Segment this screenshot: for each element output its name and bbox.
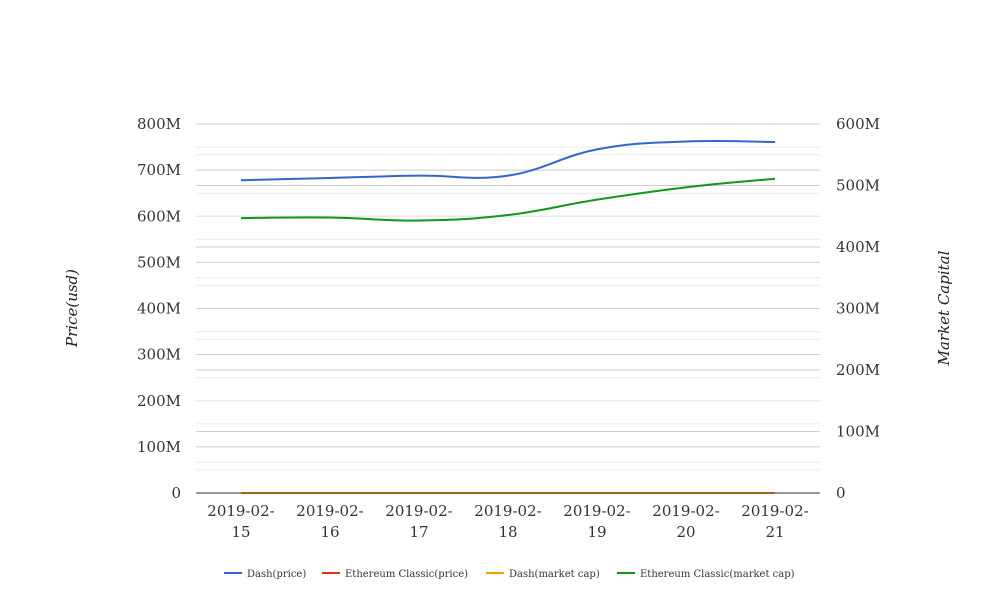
legend-item-ethereum-classic-price[interactable]: Ethereum Classic(price)	[322, 569, 468, 580]
legend-label: Dash(market cap)	[509, 569, 600, 580]
series-line-ethereum-classic-market-cap	[240, 177, 776, 222]
left-y-tick-label: 500M	[137, 253, 181, 271]
x-tick-label: 2019-02-19	[563, 502, 630, 541]
legend-item-dash-market-cap[interactable]: Dash(market cap)	[486, 569, 600, 580]
x-tick-label: 2019-02-21	[741, 502, 808, 541]
left-axis-title: Price(usd)	[63, 269, 81, 348]
legend-item-ethereum-classic-market-cap[interactable]: Ethereum Classic(market cap)	[617, 569, 795, 580]
grid-lines	[196, 123, 820, 471]
series-line-dash-price	[240, 139, 776, 182]
right-axis-title: Market Capital	[935, 250, 953, 366]
x-axis-ticks: 2019-02-15 2019-02-16 2019-02-17 2019-02-18…	[207, 502, 808, 541]
right-y-tick-label: 0	[836, 484, 846, 502]
x-tick-label: 2019-02-17	[385, 502, 452, 541]
right-y-tick-label: 600M	[836, 115, 880, 133]
series-lines	[240, 139, 776, 495]
left-y-axis-ticks: 0 100M 200M 300M 400M 500M 600M 700M 800M	[137, 115, 181, 502]
legend-item-dash-price[interactable]: Dash(price)	[224, 569, 306, 580]
x-tick-label: 2019-02-16	[296, 502, 363, 541]
left-y-tick-label: 700M	[137, 161, 181, 179]
right-y-tick-label: 200M	[836, 361, 880, 379]
left-y-tick-label: 600M	[137, 207, 181, 225]
legend-label: Ethereum Classic(market cap)	[640, 569, 795, 580]
x-tick-label: 2019-02-20	[652, 502, 719, 541]
x-tick-label: 2019-02-18	[474, 502, 541, 541]
legend[interactable]: Dash(price) Ethereum Classic(price) Dash(m…	[224, 569, 795, 580]
right-y-tick-label: 500M	[836, 177, 880, 195]
right-y-tick-label: 300M	[836, 300, 880, 318]
right-y-tick-label: 400M	[836, 238, 880, 256]
left-y-tick-label: 0	[171, 484, 181, 502]
left-y-tick-label: 100M	[137, 438, 181, 456]
right-y-axis-ticks: 0 100M 200M 300M 400M 500M 600M	[836, 115, 880, 502]
left-y-tick-label: 800M	[137, 115, 181, 133]
legend-label: Ethereum Classic(price)	[345, 569, 468, 580]
right-y-tick-label: 100M	[836, 423, 880, 441]
legend-label: Dash(price)	[247, 569, 306, 580]
left-y-tick-label: 400M	[137, 300, 181, 318]
left-y-tick-label: 300M	[137, 346, 181, 364]
left-y-tick-label: 200M	[137, 392, 181, 410]
x-tick-label: 2019-02-15	[207, 502, 274, 541]
